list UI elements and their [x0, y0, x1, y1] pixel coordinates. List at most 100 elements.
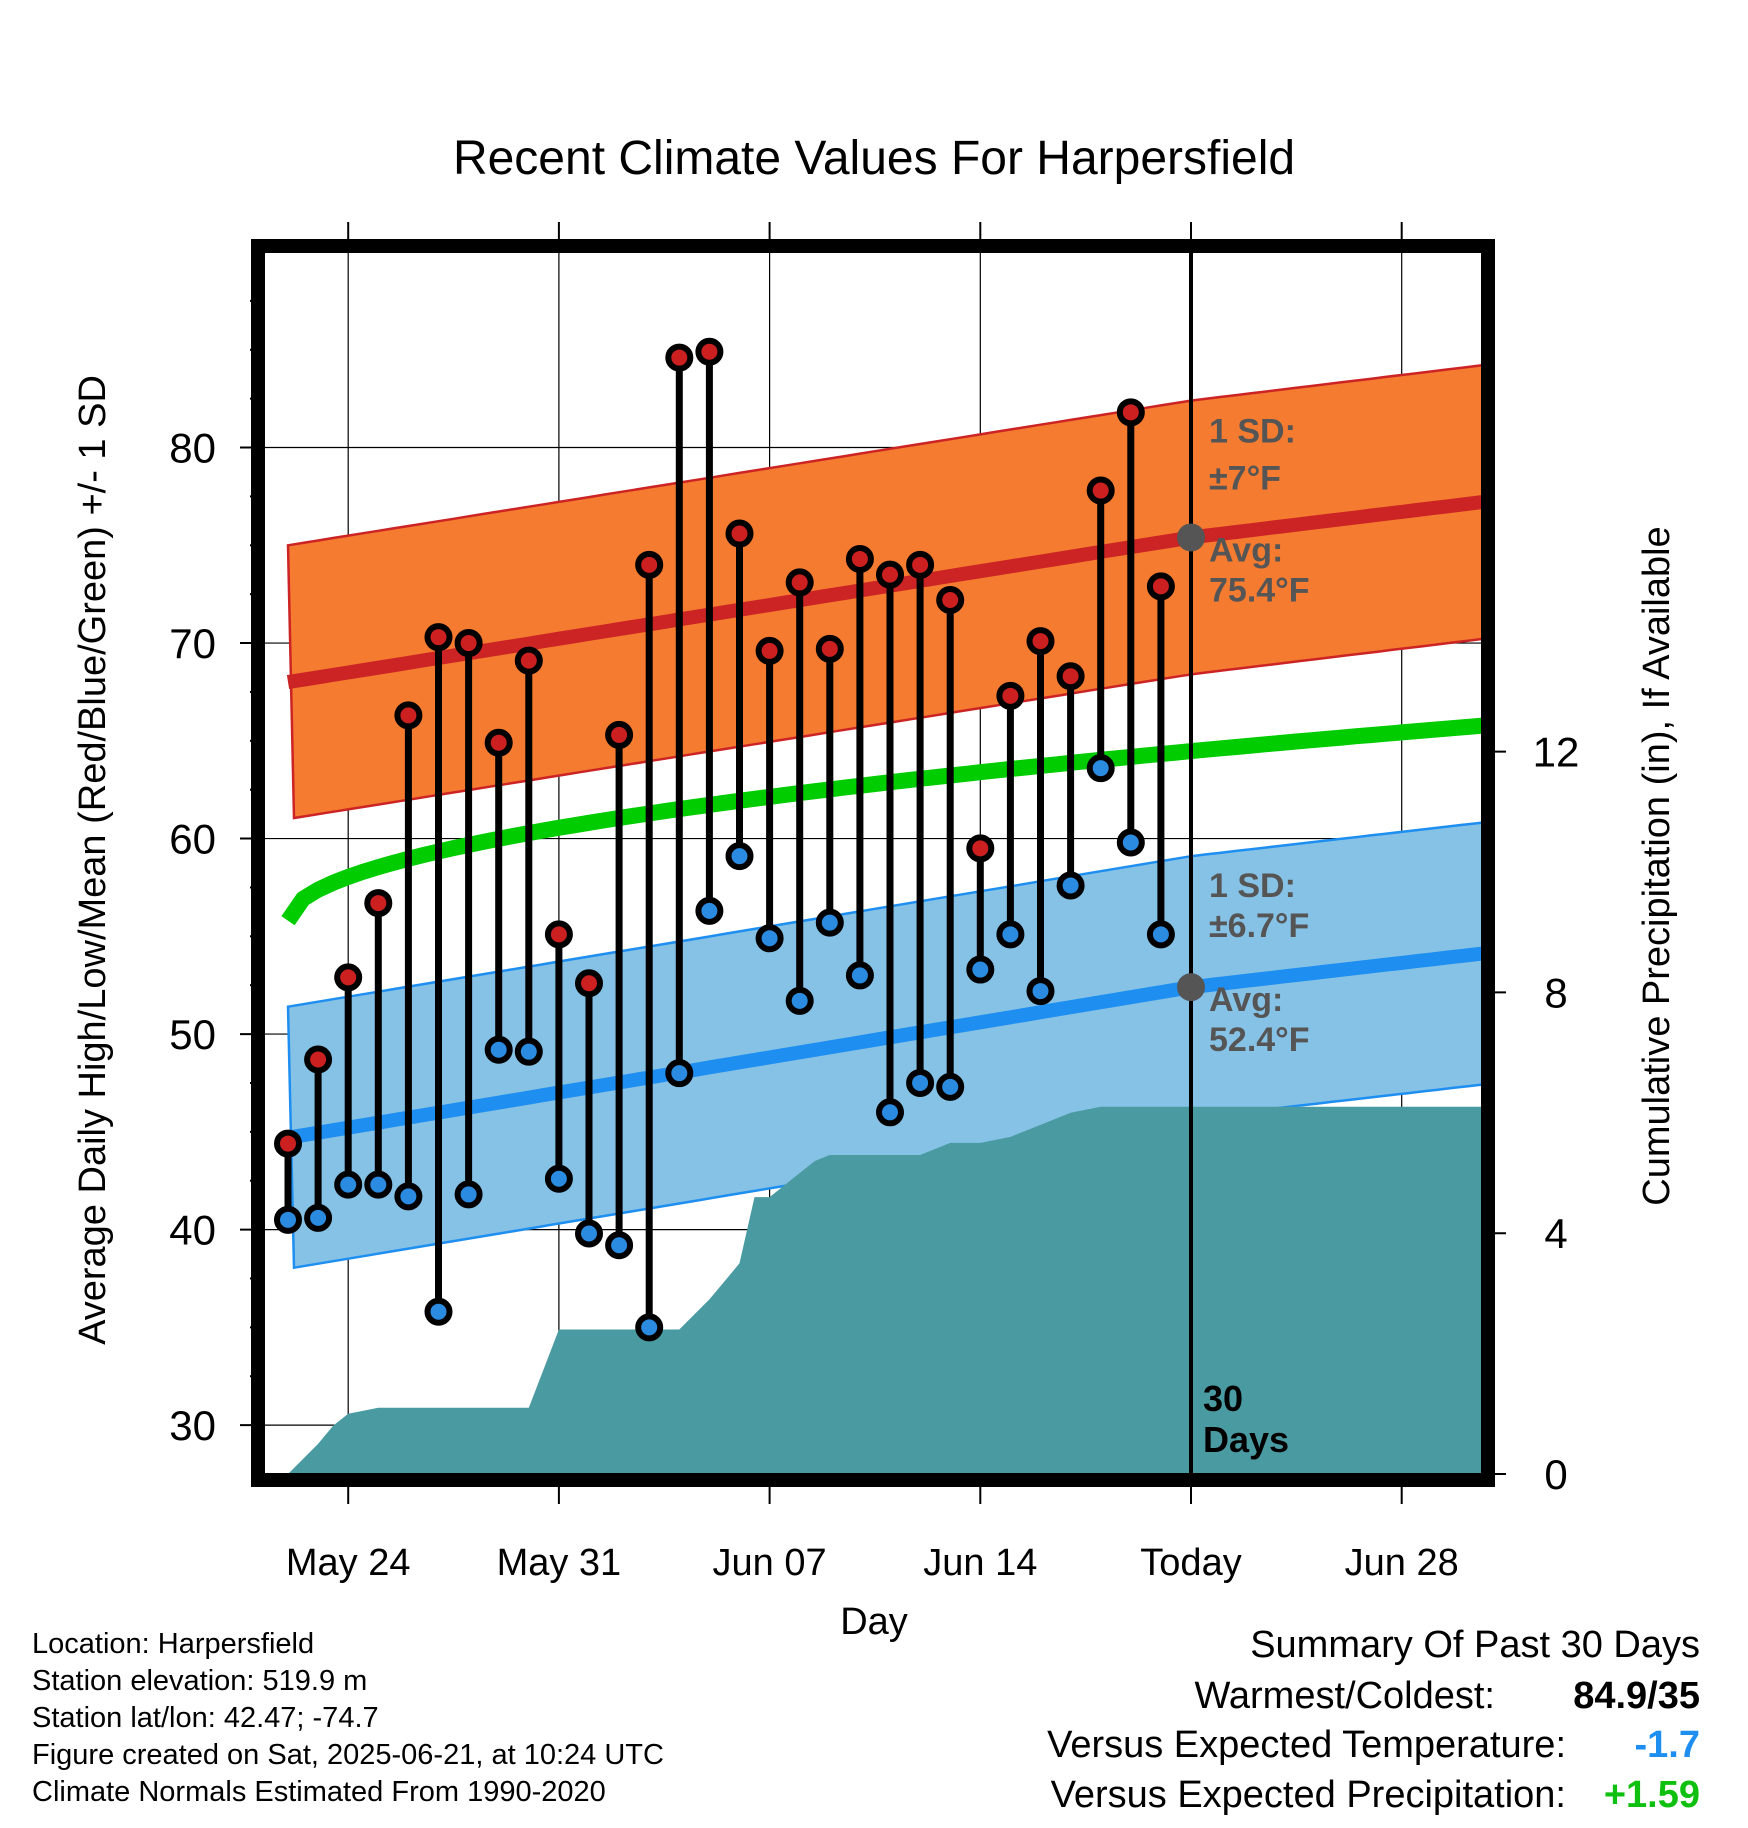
y2-tick-label: 4 — [1544, 1210, 1567, 1257]
station-info: Location: Harpersfield Station elevation… — [32, 1626, 664, 1811]
y-tick-label: 60 — [169, 816, 216, 863]
y2-tick-label: 8 — [1544, 969, 1567, 1016]
y-tick-label: 70 — [169, 620, 216, 667]
daily-high-point — [514, 646, 543, 675]
daily-low-point — [966, 955, 995, 984]
daily-low-point — [845, 961, 874, 990]
daily-low-point — [1056, 871, 1085, 900]
high-avg-label: Avg: — [1209, 531, 1283, 569]
daily-high-point — [785, 568, 814, 597]
daily-high-point — [936, 586, 965, 615]
x-tick-label: Today — [1140, 1542, 1241, 1584]
y-tick-label: 50 — [169, 1011, 216, 1058]
daily-high-point — [1056, 662, 1085, 691]
daily-low-point — [1116, 828, 1145, 857]
daily-high-point — [996, 681, 1025, 710]
daily-low-point — [996, 920, 1025, 949]
figure-created: Figure created on Sat, 2025-06-21, at 10… — [32, 1739, 664, 1771]
summary-warm-cold-label: Warmest/Coldest: — [1194, 1675, 1495, 1717]
daily-high-point — [484, 728, 513, 757]
daily-high-point — [454, 629, 483, 658]
high-sd-label: 1 SD: — [1209, 412, 1296, 450]
y-tick-label: 40 — [169, 1207, 216, 1254]
daily-low-point — [274, 1205, 302, 1234]
normal-mean-line — [281, 717, 1482, 926]
daily-high-point — [665, 343, 694, 372]
daily-low-point — [304, 1203, 333, 1232]
summary-precip-value: +1.59 — [1603, 1774, 1700, 1816]
x-tick-label: Jun 28 — [1345, 1542, 1459, 1584]
daily-high-point — [575, 969, 603, 998]
daily-low-point — [665, 1059, 694, 1088]
daily-low-point — [364, 1170, 393, 1199]
daily-high-point — [635, 550, 664, 579]
x-axis-label: Day — [840, 1601, 908, 1643]
chart-title: Recent Climate Values For Harpersfield — [453, 132, 1295, 185]
summary-warm-cold-value: 84.9/35 — [1573, 1675, 1700, 1717]
daily-low-point — [635, 1313, 664, 1342]
daily-low-point — [1026, 977, 1055, 1006]
daily-high-point — [1086, 476, 1115, 505]
high-avg-value: 75.4°F — [1209, 571, 1310, 609]
today-high-avg-marker — [1177, 523, 1205, 552]
daily-low-point — [394, 1182, 423, 1211]
station-latlon: Station lat/lon: 42.47; -74.7 — [32, 1702, 379, 1734]
daily-high-point — [1026, 627, 1055, 656]
daily-high-point — [755, 636, 784, 665]
climate-normals-period: Climate Normals Estimated From 1990-2020 — [32, 1776, 606, 1808]
today-marker-unit: Days — [1203, 1419, 1289, 1460]
y2-tick-label: 12 — [1533, 729, 1580, 776]
y2-tick-label: 0 — [1544, 1451, 1567, 1498]
daily-low-point — [605, 1231, 634, 1260]
daily-high-point — [424, 623, 453, 652]
daily-high-point — [845, 544, 874, 573]
daily-low-point — [1086, 754, 1115, 783]
daily-high-point — [695, 337, 724, 366]
daily-low-point — [695, 896, 724, 925]
station-elevation: Station elevation: 519.9 m — [32, 1665, 368, 1697]
x-tick-label: May 31 — [497, 1542, 622, 1584]
daily-high-point — [334, 963, 363, 992]
summary-precip-label: Versus Expected Precipitation: — [1050, 1774, 1566, 1816]
daily-low-point — [575, 1219, 603, 1248]
daily-low-point — [484, 1035, 513, 1064]
daily-high-point — [544, 920, 573, 949]
today-low-avg-marker — [1177, 973, 1205, 1002]
daily-low-point — [514, 1037, 543, 1066]
axes: 30 40 50 60 70 80 0 4 8 12 May 24 May 31 Jun 07 Jun 1… — [169, 222, 1579, 1584]
y-tick-label: 80 — [169, 425, 216, 472]
daily-high-point — [815, 634, 844, 663]
daily-low-point — [1146, 920, 1175, 949]
daily-high-point — [605, 720, 634, 749]
y2-axis-label: Cumulative Precipitation (in), If Availa… — [1636, 526, 1678, 1205]
plot-frame — [251, 239, 1495, 1487]
daily-low-point — [876, 1098, 904, 1127]
daily-low-point — [424, 1297, 453, 1326]
daily-low-point — [906, 1068, 935, 1097]
daily-low-point — [544, 1164, 573, 1193]
daily-high-point — [876, 560, 904, 589]
daily-high-point — [966, 834, 995, 863]
station-location: Location: Harpersfield — [32, 1628, 315, 1660]
daily-low-point — [755, 924, 784, 953]
summary-title: Summary Of Past 30 Days — [1250, 1624, 1700, 1666]
daily-high-point — [304, 1045, 333, 1074]
low-sd-value: ±6.7°F — [1209, 907, 1309, 945]
normal-low-line — [286, 946, 1482, 1145]
low-sd-label: 1 SD: — [1209, 867, 1296, 905]
daily-low-point — [936, 1072, 965, 1101]
y-axis-label: Average Daily High/Low/Mean (Red/Blue/Gr… — [72, 375, 114, 1345]
daily-low-point — [725, 842, 754, 871]
daily-high-point — [394, 701, 423, 730]
precip-area — [288, 1106, 1482, 1474]
daily-low-point — [334, 1170, 363, 1199]
high-sd-value: ±7°F — [1209, 459, 1281, 497]
daily-high-point — [1146, 572, 1175, 601]
daily-low-point — [785, 986, 814, 1015]
daily-low-point — [454, 1180, 483, 1209]
today-marker-number: 30 — [1203, 1378, 1243, 1419]
daily-high-point — [906, 550, 935, 579]
x-tick-label: Jun 07 — [713, 1542, 827, 1584]
